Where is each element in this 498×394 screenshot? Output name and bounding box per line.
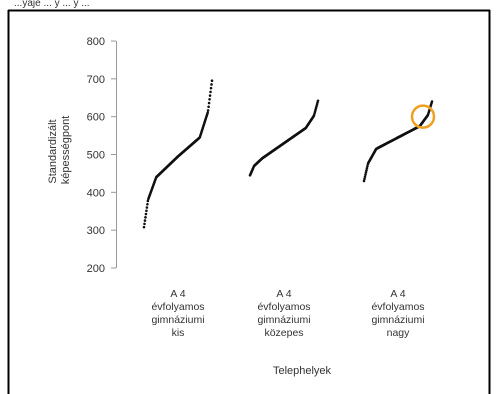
y-tick-label: 600 [87, 112, 105, 124]
category-label-line: évfolyamos [371, 301, 424, 313]
y-axis-label-line-1: Standardizált [47, 119, 59, 183]
category-label-line: közepes [264, 327, 303, 339]
data-point [206, 109, 210, 112]
data-point [209, 90, 212, 94]
x-axis-label: Telephelyek [273, 365, 332, 377]
data-point [144, 212, 148, 216]
data-point [430, 100, 434, 103]
category-label-line: gimnáziumi [151, 314, 204, 326]
data-point [365, 167, 369, 170]
data-point [366, 164, 369, 168]
category-label-line: nagy [387, 327, 411, 339]
scatter-points [142, 79, 434, 229]
data-point [146, 202, 149, 206]
category-label-line: gimnáziumi [257, 314, 310, 326]
data-point [206, 111, 209, 115]
data-point [363, 175, 367, 179]
data-point [209, 86, 213, 90]
y-axis-ticks: 200 300 400 500 600 700 800 [87, 36, 116, 275]
data-point [365, 169, 368, 172]
data-point [364, 173, 367, 176]
data-point [362, 179, 366, 183]
y-axis-label: Standardizált képességpont [47, 116, 72, 185]
category-label: A 4 évfolyamos gimnáziumi közepes [257, 288, 310, 339]
data-point [144, 216, 147, 219]
data-point [143, 222, 146, 226]
category-label-line: évfolyamos [257, 301, 310, 313]
data-point [146, 199, 150, 203]
category-label-line: A 4 [170, 288, 185, 300]
data-point [207, 105, 210, 109]
y-tick-label: 200 [87, 263, 105, 275]
data-point [210, 79, 214, 83]
data-point [316, 99, 320, 103]
highlight-circle [410, 104, 436, 129]
category-label-line: évfolyamos [151, 301, 204, 313]
data-point [143, 219, 147, 222]
y-tick-label: 300 [87, 225, 105, 237]
y-axis-label-line-2: képességpont [60, 116, 72, 185]
data-point [145, 206, 149, 209]
data-point [208, 98, 211, 101]
data-point [142, 225, 146, 229]
y-tick-label: 800 [87, 36, 105, 48]
y-tick-label: 700 [87, 74, 105, 86]
y-tick-label: 400 [87, 187, 105, 199]
category-label-line: gimnáziumi [371, 314, 424, 326]
category-label-line: A 4 [390, 288, 405, 300]
category-label: A 4 évfolyamos gimnáziumi nagy [371, 288, 424, 339]
category-label: A 4 évfolyamos gimnáziumi kis [151, 288, 204, 339]
data-point [145, 209, 148, 213]
data-point [207, 101, 211, 105]
category-label-line: kis [172, 327, 185, 339]
category-label-line: A 4 [276, 288, 291, 300]
data-point [364, 171, 368, 174]
y-tick-label: 500 [87, 150, 105, 162]
header-fragment: ...yaje ... y ... y ... [14, 0, 90, 9]
data-point [208, 94, 212, 97]
data-point [210, 83, 213, 86]
data-point [363, 177, 366, 181]
